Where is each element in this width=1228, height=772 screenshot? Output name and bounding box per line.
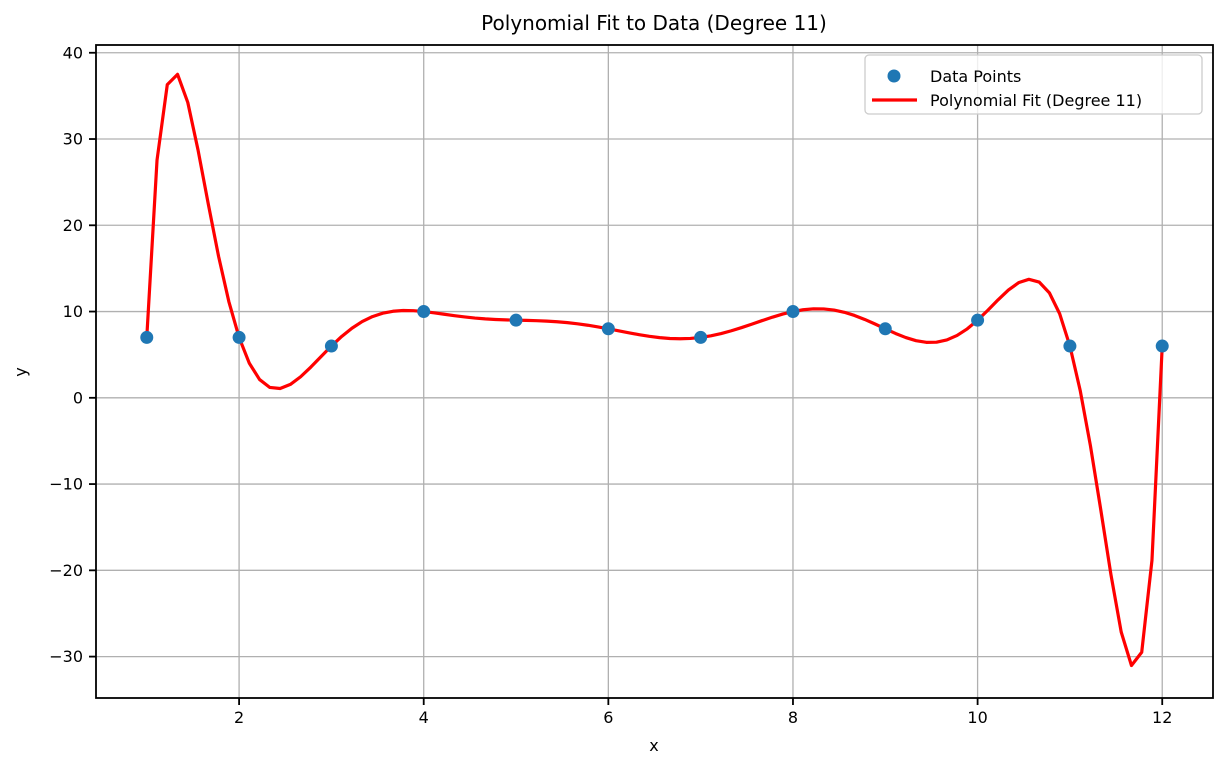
data-point bbox=[1063, 339, 1077, 353]
x-tick-label: 4 bbox=[419, 708, 429, 727]
fit-curve bbox=[145, 72, 1164, 668]
data-point bbox=[971, 313, 985, 327]
y-tick-label: −30 bbox=[49, 647, 83, 666]
series-layer bbox=[140, 72, 1169, 668]
x-tick-label: 6 bbox=[603, 708, 613, 727]
data-point bbox=[878, 322, 892, 336]
y-axis-label: y bbox=[11, 367, 30, 376]
data-point bbox=[694, 330, 708, 344]
data-point bbox=[140, 330, 154, 344]
axes-layer: 2 4 6 8 10 12 −30 −20 −10 0 10 20 30 40 bbox=[49, 43, 1214, 727]
x-tick-label: 2 bbox=[234, 708, 244, 727]
chart-title: Polynomial Fit to Data (Degree 11) bbox=[481, 11, 827, 35]
x-tick-label: 8 bbox=[788, 708, 798, 727]
data-point bbox=[601, 322, 615, 336]
data-point bbox=[786, 305, 800, 319]
x-tick-label: 10 bbox=[967, 708, 987, 727]
data-point bbox=[232, 330, 246, 344]
legend-label-polynomial-fit: Polynomial Fit (Degree 11) bbox=[930, 91, 1142, 110]
y-tick-label: −20 bbox=[49, 561, 83, 580]
x-axis-label: x bbox=[649, 736, 658, 755]
x-tick-label: 12 bbox=[1152, 708, 1172, 727]
y-tick-label: 30 bbox=[63, 130, 83, 149]
legend-scatter-marker-icon bbox=[887, 69, 901, 83]
y-tick-label: 40 bbox=[63, 43, 83, 62]
legend: Data Points Polynomial Fit (Degree 11) bbox=[864, 54, 1203, 115]
y-tick-label: 20 bbox=[63, 216, 83, 235]
data-point bbox=[324, 339, 338, 353]
data-point bbox=[417, 305, 431, 319]
y-tick-label: −10 bbox=[49, 475, 83, 494]
data-point bbox=[509, 313, 523, 327]
legend-label-data-points: Data Points bbox=[930, 67, 1021, 86]
data-point bbox=[1155, 339, 1169, 353]
y-tick-label: 0 bbox=[73, 388, 83, 407]
legend-box bbox=[864, 54, 1203, 115]
y-tick-label: 10 bbox=[63, 302, 83, 321]
grid-layer bbox=[96, 45, 1213, 698]
plot-border bbox=[95, 44, 1214, 699]
